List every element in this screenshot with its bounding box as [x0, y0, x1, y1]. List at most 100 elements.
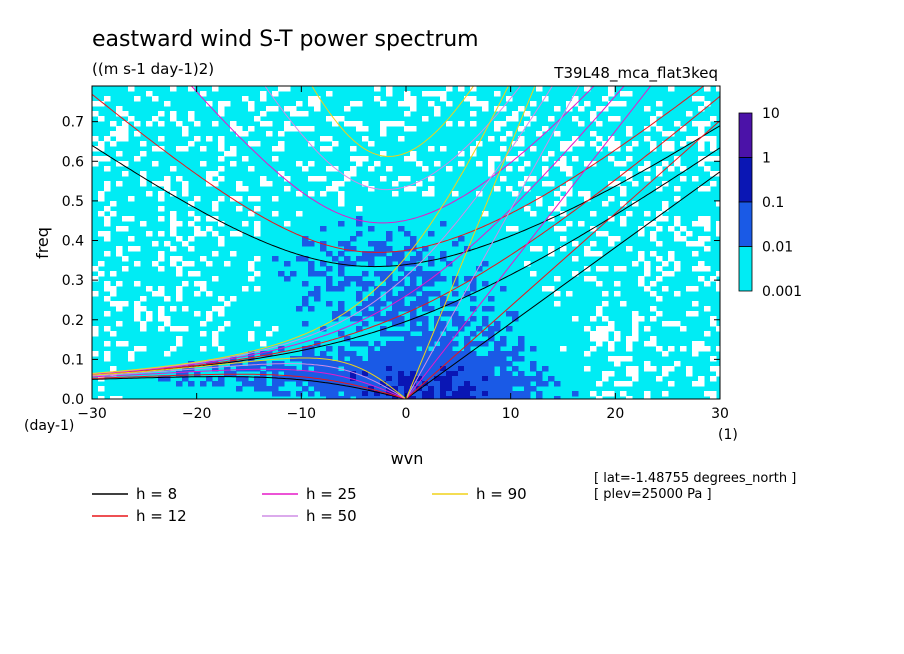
field-cell	[338, 181, 345, 187]
field-cell	[422, 296, 429, 302]
field-cell	[650, 146, 657, 152]
field-cell	[248, 261, 255, 267]
latitude-info: [ lat=-1.48755 degrees_north ]	[594, 471, 796, 486]
field-cell	[452, 376, 459, 382]
field-cell	[602, 201, 609, 207]
field-cell	[134, 156, 141, 162]
field-cell	[158, 316, 165, 322]
field-cell	[476, 101, 483, 107]
field-cell	[452, 291, 459, 297]
field-cell	[554, 201, 561, 207]
field-cell	[620, 216, 627, 222]
field-cell	[602, 336, 609, 342]
field-cell	[668, 146, 675, 152]
field-cell	[308, 291, 315, 297]
field-cell	[290, 111, 297, 117]
field-cell	[158, 306, 165, 312]
field-cell	[440, 321, 447, 327]
field-cell	[656, 126, 663, 132]
field-cell	[266, 131, 273, 137]
field-cell	[338, 376, 345, 382]
field-cell	[386, 356, 393, 362]
legend-label: h = 8	[136, 485, 177, 503]
field-cell	[422, 381, 429, 387]
field-cell	[452, 381, 459, 387]
field-cell	[404, 306, 411, 312]
field-cell	[608, 101, 615, 107]
field-cell	[332, 121, 339, 127]
field-cell	[614, 181, 621, 187]
field-cell	[146, 316, 153, 322]
field-cell	[296, 211, 303, 217]
field-cell	[572, 256, 579, 262]
field-cell	[266, 331, 273, 337]
field-cell	[236, 186, 243, 192]
field-cell	[692, 251, 699, 257]
field-cell	[704, 266, 711, 272]
field-cell	[182, 281, 189, 287]
field-cell	[668, 226, 675, 232]
field-cell	[290, 271, 297, 277]
field-cell	[602, 291, 609, 297]
field-cell	[404, 361, 411, 367]
field-cell	[368, 251, 375, 257]
dispersion-curve	[92, 256, 407, 374]
field-cell	[224, 321, 231, 327]
field-cell	[350, 381, 357, 387]
field-cell	[116, 136, 123, 142]
field-cell	[446, 386, 453, 392]
field-cell	[338, 371, 345, 377]
field-cell	[470, 281, 477, 287]
field-cell	[392, 391, 399, 397]
field-cell	[392, 371, 399, 377]
field-cell	[302, 301, 309, 307]
field-cell	[218, 111, 225, 117]
field-cell	[338, 301, 345, 307]
field-cell	[680, 346, 687, 352]
field-cell	[530, 366, 537, 372]
field-cell	[632, 141, 639, 147]
field-cell	[398, 361, 405, 367]
field-cell	[410, 236, 417, 242]
field-cell	[584, 251, 591, 257]
dispersion-curves	[92, 86, 720, 399]
field-cell	[572, 241, 579, 247]
field-cell	[476, 391, 483, 397]
field-cell	[368, 351, 375, 357]
field-cell	[368, 391, 375, 397]
field-cell	[632, 331, 639, 337]
field-cell	[698, 266, 705, 272]
field-cell	[410, 351, 417, 357]
field-cell	[218, 326, 225, 332]
field-cell	[230, 296, 237, 302]
field-cell	[338, 196, 345, 202]
field-cell	[380, 241, 387, 247]
field-cell	[122, 266, 129, 272]
field-cell	[470, 96, 477, 102]
field-cell	[326, 391, 333, 397]
field-cell	[584, 161, 591, 167]
field-cell	[344, 281, 351, 287]
field-cell	[248, 361, 255, 367]
field-cell	[272, 256, 279, 262]
x-tick-label: −30	[77, 406, 107, 422]
field-cell	[326, 136, 333, 142]
field-cell	[452, 391, 459, 397]
field-cell	[428, 366, 435, 372]
field-cell	[134, 121, 141, 127]
field-cell	[620, 161, 627, 167]
field-cell	[332, 186, 339, 192]
field-cell	[170, 246, 177, 252]
field-cell	[656, 226, 663, 232]
field-cell	[422, 376, 429, 382]
field-cell	[308, 266, 315, 272]
field-cell	[626, 126, 633, 132]
field-cell	[356, 341, 363, 347]
legend-label: h = 50	[306, 507, 357, 525]
field-cell	[302, 256, 309, 262]
field-cell	[446, 381, 453, 387]
field-cell	[452, 241, 459, 247]
field-cell	[458, 361, 465, 367]
field-cell	[566, 186, 573, 192]
field-cell	[662, 261, 669, 267]
